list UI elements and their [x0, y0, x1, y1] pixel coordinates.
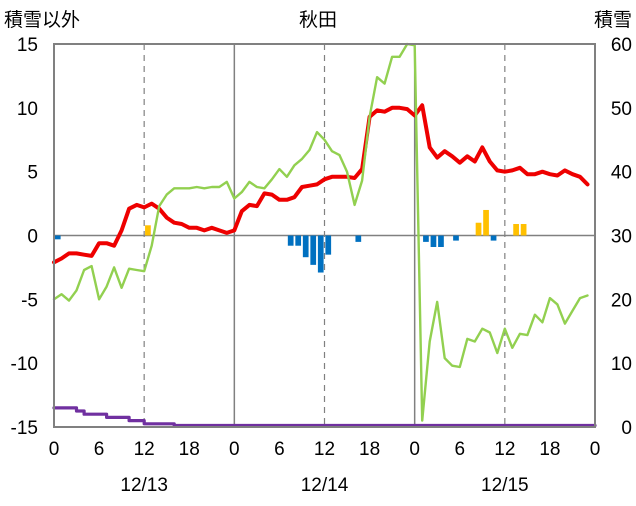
right-axis-label: 積雪	[594, 9, 632, 31]
series-lines	[52, 42, 597, 428]
day-label: 12/13	[120, 475, 168, 496]
x-tick-label: 0	[49, 439, 60, 460]
x-tick-label: 6	[454, 439, 465, 460]
left-tick-label: -15	[11, 418, 38, 439]
left-tick-label: -10	[11, 354, 38, 375]
bar	[423, 235, 429, 242]
x-tick-label: 0	[590, 439, 601, 460]
bars	[54, 209, 527, 273]
x-tick-label: 6	[274, 439, 285, 460]
left-tick-label: 5	[27, 163, 38, 184]
right-tick-label: 60	[611, 35, 632, 56]
day-label: 12/15	[481, 475, 529, 496]
bar	[317, 235, 324, 273]
series-line-green	[52, 42, 589, 422]
x-tick-label: 18	[179, 439, 200, 460]
bar	[438, 235, 444, 247]
bar	[490, 235, 497, 241]
left-tick-label: 0	[27, 227, 38, 248]
bar	[513, 224, 519, 236]
x-tick-label: 12	[494, 439, 515, 460]
plot-frame	[53, 43, 596, 428]
bar	[145, 225, 151, 236]
bar	[325, 235, 332, 255]
right-tick-label: 20	[611, 290, 632, 311]
x-tick-label: 0	[229, 439, 240, 460]
x-tick-label: 12	[134, 439, 155, 460]
right-tick-label: 0	[621, 418, 632, 439]
day-label: 12/14	[301, 475, 349, 496]
bar	[483, 209, 489, 236]
series-line-purple	[52, 406, 597, 428]
bar	[475, 222, 482, 236]
left-axis-label: 積雪以外	[4, 9, 80, 31]
x-tick-label: 0	[409, 439, 420, 460]
series-line-red	[52, 103, 590, 265]
bar	[310, 235, 317, 265]
right-tick-label: 50	[611, 99, 632, 120]
left-tick-label: 10	[17, 99, 38, 120]
bar	[355, 235, 362, 242]
bar	[520, 224, 527, 236]
chart-title: 秋田	[299, 9, 337, 31]
right-tick-label: 10	[611, 354, 632, 375]
right-tick-label: 40	[611, 163, 632, 184]
bar	[430, 235, 437, 247]
bar	[302, 235, 309, 258]
grid-lines	[54, 44, 595, 427]
right-tick-label: 30	[611, 227, 632, 248]
bar	[295, 235, 302, 246]
x-tick-label: 18	[539, 439, 560, 460]
bar	[453, 235, 459, 241]
x-tick-label: 6	[94, 439, 105, 460]
left-tick-label: 15	[17, 35, 38, 56]
x-tick-label: 18	[359, 439, 380, 460]
x-tick-label: 12	[314, 439, 335, 460]
bar	[54, 235, 61, 240]
bar	[287, 235, 294, 246]
left-tick-label: -5	[21, 290, 38, 311]
